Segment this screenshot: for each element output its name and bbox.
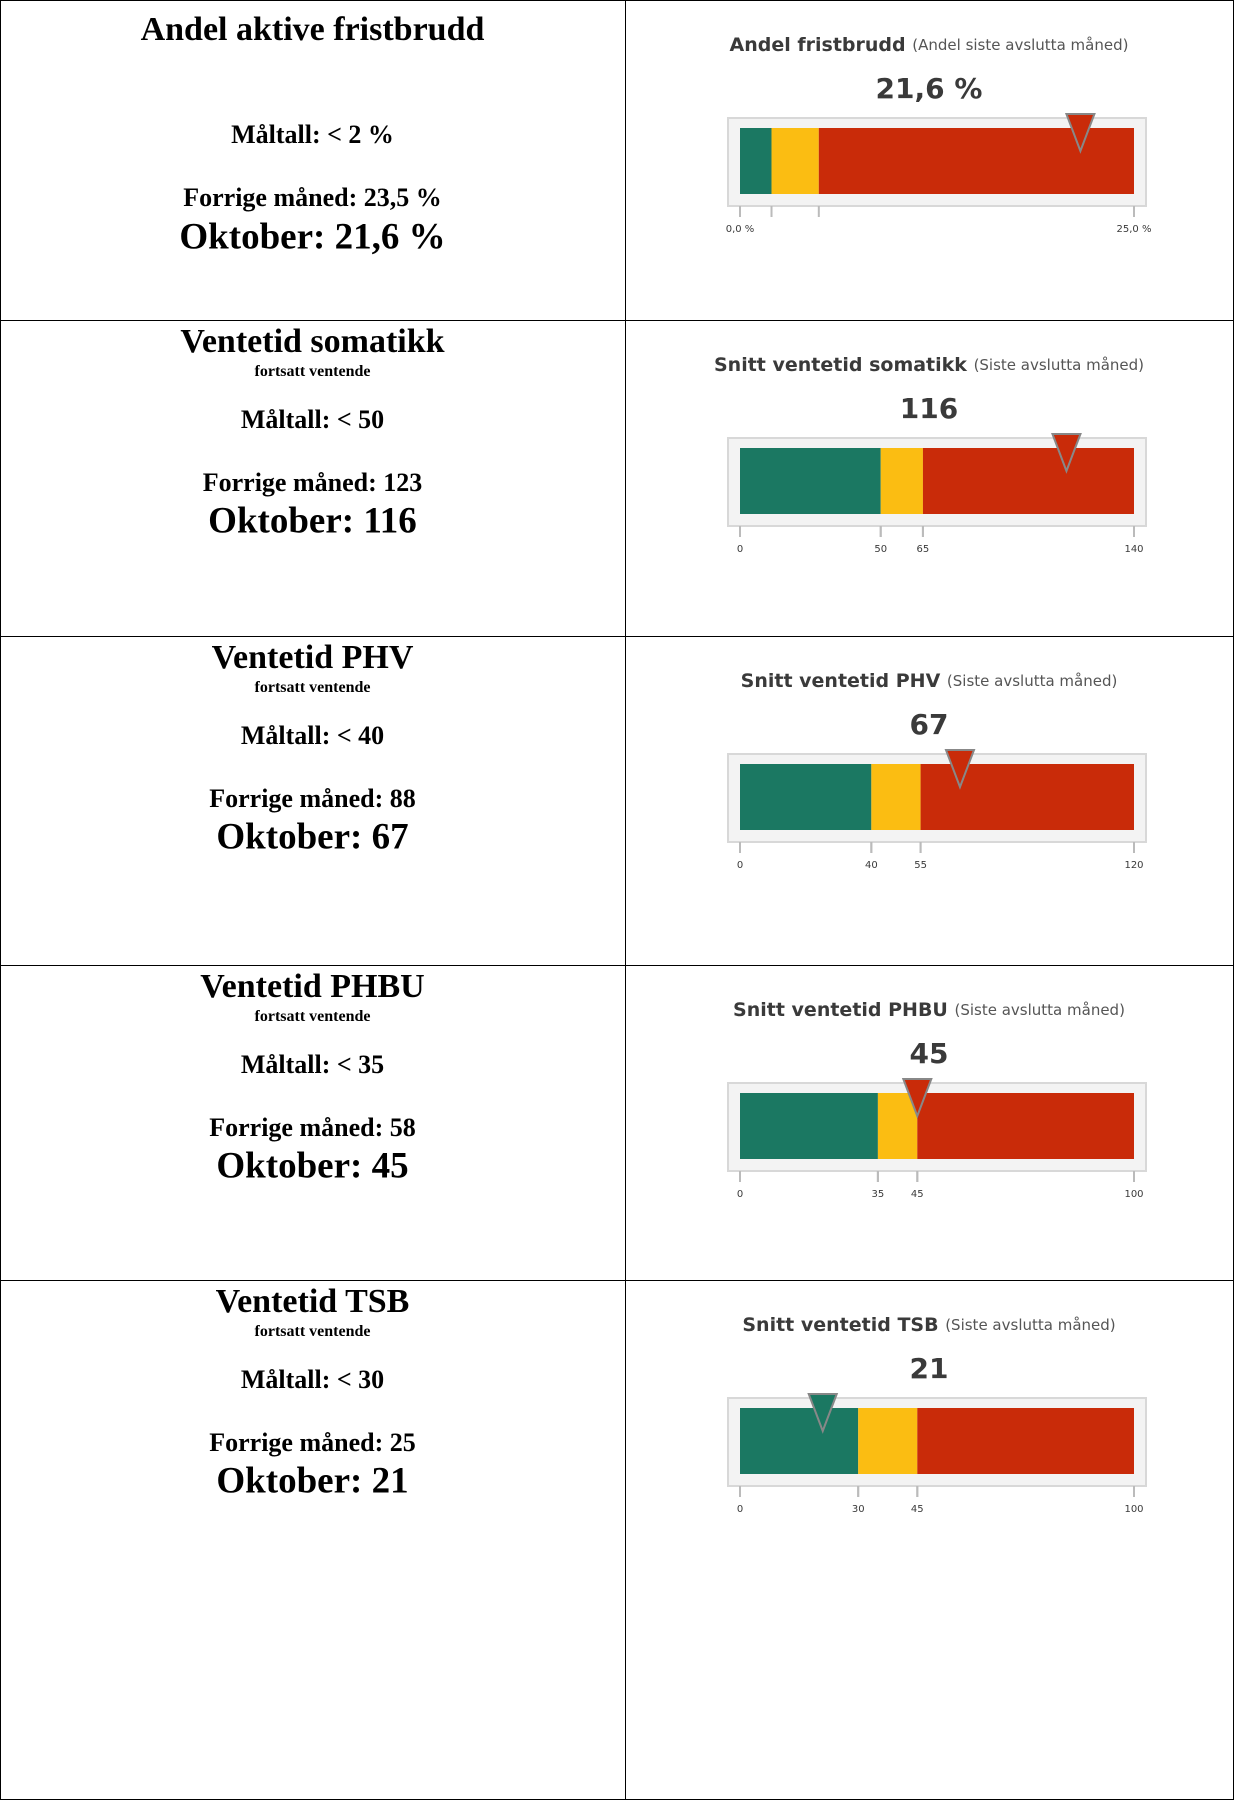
gauge-band: [877, 1093, 918, 1159]
row-line: [0, 1280, 1234, 1281]
gauge-title: Andel fristbrudd (Andel siste avslutta m…: [730, 34, 1129, 56]
gauge-band: [920, 764, 1134, 830]
cell-subtitle: fortsatt ventende: [254, 679, 371, 696]
row-line: [0, 636, 1234, 637]
tick-label: 0,0 %: [726, 224, 755, 235]
tick-label: 0: [737, 1504, 743, 1515]
gauge-band: [740, 448, 881, 514]
cell-target: Måltall: < 30: [240, 1365, 385, 1394]
gauge-band: [922, 448, 1134, 514]
gauge-band: [871, 764, 921, 830]
gauge-title: Snitt ventetid somatikk (Siste avslutta …: [714, 354, 1144, 376]
value-marker: [807, 1393, 839, 1434]
gauge: Snitt ventetid TSB (Siste avslutta måned…: [727, 1314, 1147, 1515]
cell-previous: Forrige måned: 25: [209, 1428, 416, 1457]
cell-current: Oktober: 21,6 %: [179, 216, 446, 258]
cell-title: Ventetid TSB: [215, 1283, 410, 1320]
gauge-title-main: Snitt ventetid PHV: [741, 670, 941, 692]
cell-title: Ventetid PHBU: [200, 968, 425, 1005]
gauge-band: [740, 1093, 878, 1159]
tick-label: 100: [1124, 1189, 1143, 1200]
gauge-title: Snitt ventetid TSB (Siste avslutta måned…: [742, 1314, 1115, 1336]
tick-label: 45: [911, 1504, 924, 1515]
table-border: [0, 0, 1, 1800]
row-line: [0, 0, 1234, 1]
value-marker: [1064, 113, 1096, 154]
cell-previous: Forrige måned: 123: [202, 468, 423, 497]
tick-label: 0: [737, 544, 743, 555]
cell-current: Oktober: 45: [216, 1145, 409, 1187]
gauge-band: [818, 128, 1134, 194]
gauge-band: [771, 128, 819, 194]
tick-label: 25,0 %: [1117, 224, 1152, 235]
gauge-title-main: Snitt ventetid PHBU: [733, 999, 948, 1021]
cell-current: Oktober: 21: [216, 1460, 409, 1502]
tick-label: 30: [852, 1504, 865, 1515]
gauge-title-main: Snitt ventetid TSB: [742, 1314, 938, 1336]
gauge-band: [917, 1093, 1134, 1159]
tick-label: 100: [1124, 1504, 1143, 1515]
gauge-band: [880, 448, 923, 514]
gauge: Andel fristbrudd (Andel siste avslutta m…: [726, 34, 1152, 236]
gauge-value-label: 21,6 %: [876, 72, 983, 105]
gauge-subtitle: (Siste avslutta måned): [974, 356, 1144, 374]
cell-subtitle: fortsatt ventende: [254, 363, 371, 380]
tick-label: 35: [872, 1189, 885, 1200]
gauge: Snitt ventetid PHBU (Siste avslutta måne…: [727, 999, 1147, 1200]
gauge-subtitle: (Siste avslutta måned): [945, 1316, 1115, 1334]
row-line: [0, 965, 1234, 966]
cell-previous: Forrige måned: 23,5 %: [183, 183, 442, 212]
cell-target: Måltall: < 50: [240, 405, 385, 434]
gauge-band: [740, 128, 772, 194]
gauge-value-label: 45: [910, 1037, 949, 1070]
tick-label: 40: [865, 860, 878, 871]
gauge-subtitle: (Siste avslutta måned): [955, 1001, 1125, 1019]
cell-subtitle: fortsatt ventende: [254, 1323, 371, 1340]
cell-target: Måltall: < 35: [240, 1050, 385, 1079]
value-marker: [944, 749, 976, 790]
gauge-band: [917, 1408, 1134, 1474]
gauge: Snitt ventetid PHV (Siste avslutta måned…: [727, 670, 1147, 871]
cell-current: Oktober: 67: [216, 816, 409, 858]
cell-title: Ventetid PHV: [211, 639, 414, 676]
gauge-title: Snitt ventetid PHBU (Siste avslutta måne…: [733, 999, 1125, 1021]
gauge: Snitt ventetid somatikk (Siste avslutta …: [714, 354, 1147, 555]
table-border: [625, 0, 626, 1800]
tick-label: 0: [737, 860, 743, 871]
gauge-title-main: Andel fristbrudd: [730, 34, 906, 56]
gauge-subtitle: (Siste avslutta måned): [947, 672, 1117, 690]
tick-label: 140: [1124, 544, 1143, 555]
tick-label: 55: [914, 860, 927, 871]
cell-subtitle: fortsatt ventende: [254, 1008, 371, 1025]
gauge-title-main: Snitt ventetid somatikk: [714, 354, 967, 376]
cell-previous: Forrige måned: 58: [209, 1113, 416, 1142]
cell-title: Ventetid somatikk: [180, 323, 445, 360]
gauge-value-label: 116: [900, 392, 958, 425]
cell-previous: Forrige måned: 88: [209, 784, 416, 813]
gauge-band: [858, 1408, 918, 1474]
gauge-band: [740, 764, 872, 830]
tick-label: 45: [911, 1189, 924, 1200]
gauge-band: [740, 1408, 859, 1474]
tick-label: 50: [874, 544, 887, 555]
gauge-value-label: 67: [910, 708, 949, 741]
value-marker: [901, 1078, 933, 1119]
gauge-title: Snitt ventetid PHV (Siste avslutta måned…: [741, 670, 1118, 692]
tick-label: 0: [737, 1189, 743, 1200]
gauge-value-label: 21: [910, 1352, 949, 1385]
cell-current: Oktober: 116: [208, 500, 417, 542]
gauge-subtitle: (Andel siste avslutta måned): [912, 36, 1128, 54]
value-marker: [1051, 433, 1082, 474]
tick-label: 120: [1124, 860, 1143, 871]
cell-title: Andel aktive fristbrudd: [140, 11, 485, 48]
cell-target: Måltall: < 40: [240, 721, 385, 750]
cell-target: Måltall: < 2 %: [231, 120, 394, 149]
tick-label: 65: [917, 544, 930, 555]
row-line: [0, 320, 1234, 321]
